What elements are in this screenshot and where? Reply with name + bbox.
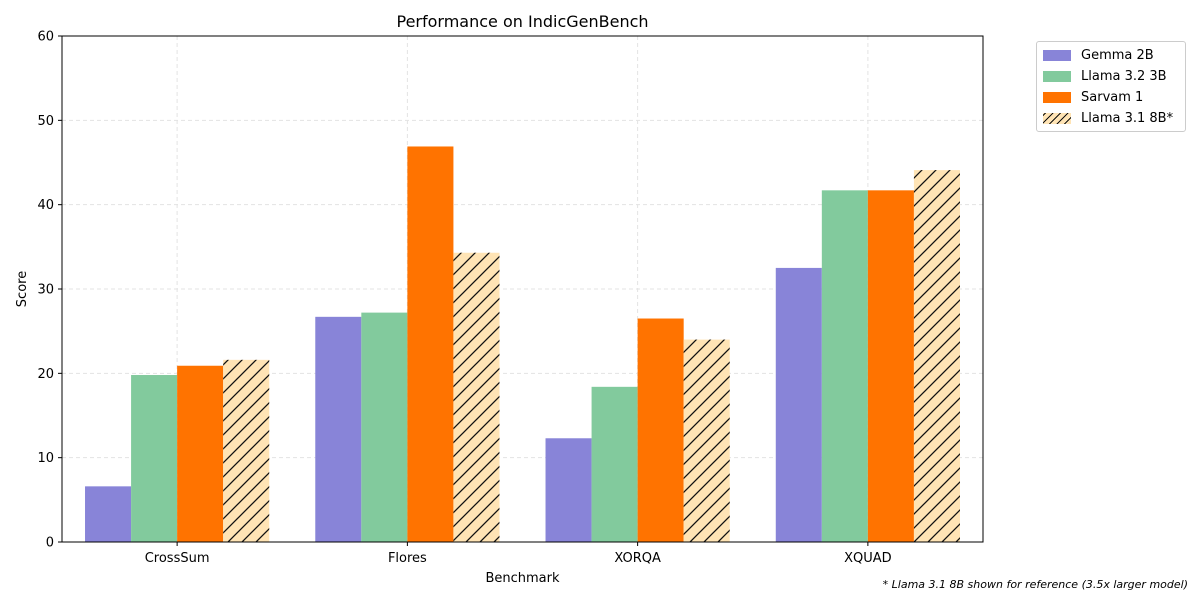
bar-sarvam-1-flores — [407, 146, 454, 542]
legend-item: Llama 3.1 8B* — [1037, 108, 1185, 129]
legend-label: Llama 3.2 3B — [1081, 69, 1167, 84]
y-tick-label: 60 — [37, 30, 54, 45]
y-tick-label: 50 — [37, 114, 54, 129]
legend-item: Gemma 2B — [1037, 45, 1185, 66]
bar-llama-3-2-3b-flores — [361, 312, 408, 542]
x-tick-label: XORQA — [614, 551, 661, 566]
bar-llama-3-2-3b-xquad — [821, 190, 868, 542]
bar-sarvam-1-xorqa — [637, 318, 684, 542]
x-tick-label: Flores — [388, 551, 427, 566]
legend-label: Gemma 2B — [1081, 48, 1154, 63]
bars-group — [85, 146, 960, 542]
bar-gemma-2b-xquad — [775, 267, 822, 542]
bar-llama-3-2-3b-crosssum — [131, 375, 178, 542]
bar-sarvam-1-crosssum — [177, 365, 224, 542]
legend-item: Sarvam 1 — [1037, 87, 1185, 108]
y-tick-label: 30 — [37, 283, 54, 298]
x-tick-label: CrossSum — [145, 551, 210, 566]
legend-swatch — [1043, 71, 1071, 82]
legend-item: Llama 3.2 3B — [1037, 66, 1185, 87]
x-axis-label: Benchmark — [485, 571, 560, 586]
legend-swatch — [1043, 92, 1071, 103]
legend-label: Llama 3.1 8B* — [1081, 111, 1174, 126]
legend: Gemma 2B Llama 3.2 3B Sarvam 1 Llama 3.1 8B… — [1036, 41, 1186, 132]
legend-swatch — [1043, 113, 1071, 124]
bar-hatch — [453, 252, 500, 542]
y-tick-label: 10 — [37, 451, 54, 466]
footnote: * Llama 3.1 8B shown for reference (3.5x… — [882, 578, 1188, 591]
y-tick-label: 20 — [37, 367, 54, 382]
bar-llama-3-2-3b-xorqa — [591, 386, 638, 542]
y-tick-label: 0 — [46, 536, 54, 551]
x-tick-label: XQUAD — [844, 551, 892, 566]
y-axis-label: Score — [15, 271, 30, 307]
y-axis: 0 10 20 30 40 50 60 — [37, 30, 62, 551]
legend-swatch — [1043, 50, 1071, 61]
bar-hatch — [683, 339, 730, 542]
bar-hatch — [223, 359, 270, 542]
bar-hatch — [913, 170, 960, 542]
bar-gemma-2b-crosssum — [85, 486, 132, 542]
chart-title: Performance on IndicGenBench — [396, 12, 648, 31]
legend-label: Sarvam 1 — [1081, 90, 1144, 105]
y-tick-label: 40 — [37, 198, 54, 213]
bar-gemma-2b-flores — [315, 316, 362, 542]
x-axis: CrossSum Flores XORQA XQUAD — [145, 542, 892, 566]
bar-gemma-2b-xorqa — [545, 438, 592, 542]
bar-sarvam-1-xquad — [867, 190, 914, 542]
